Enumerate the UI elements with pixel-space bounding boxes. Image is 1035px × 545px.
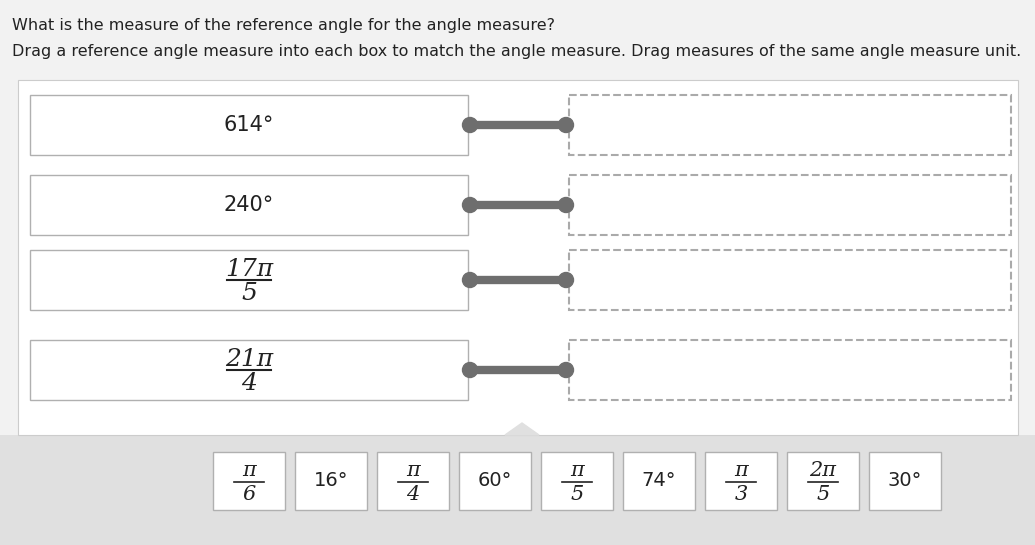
Text: 4: 4 — [407, 485, 419, 504]
Text: 5: 5 — [570, 485, 584, 504]
FancyBboxPatch shape — [30, 95, 468, 155]
Text: π: π — [406, 462, 420, 481]
FancyBboxPatch shape — [869, 452, 941, 510]
FancyBboxPatch shape — [459, 452, 531, 510]
Text: 2π: 2π — [809, 462, 836, 481]
FancyBboxPatch shape — [541, 452, 613, 510]
Text: 60°: 60° — [478, 471, 512, 490]
Text: π: π — [242, 462, 256, 481]
Circle shape — [559, 197, 573, 213]
Text: 5: 5 — [817, 485, 830, 504]
FancyBboxPatch shape — [569, 340, 1011, 400]
Text: Drag a reference angle measure into each box to match the angle measure. Drag me: Drag a reference angle measure into each… — [12, 44, 1022, 59]
FancyBboxPatch shape — [569, 250, 1011, 310]
FancyBboxPatch shape — [569, 95, 1011, 155]
Circle shape — [559, 272, 573, 288]
Circle shape — [559, 362, 573, 378]
FancyBboxPatch shape — [30, 175, 468, 235]
FancyBboxPatch shape — [377, 452, 449, 510]
Text: 16°: 16° — [314, 471, 348, 490]
FancyBboxPatch shape — [213, 452, 285, 510]
Text: 240°: 240° — [224, 195, 274, 215]
Text: 4: 4 — [241, 372, 257, 395]
Text: 5: 5 — [241, 282, 257, 305]
Circle shape — [463, 197, 477, 213]
Circle shape — [463, 118, 477, 132]
Text: π: π — [734, 462, 748, 481]
FancyBboxPatch shape — [569, 175, 1011, 235]
Text: 3: 3 — [735, 485, 747, 504]
FancyBboxPatch shape — [705, 452, 777, 510]
Text: 74°: 74° — [642, 471, 676, 490]
Text: 6: 6 — [242, 485, 256, 504]
Circle shape — [463, 362, 477, 378]
Text: 614°: 614° — [224, 115, 274, 135]
FancyBboxPatch shape — [0, 435, 1035, 545]
Text: 17π: 17π — [225, 257, 273, 281]
Polygon shape — [505, 423, 539, 435]
Text: 30°: 30° — [888, 471, 922, 490]
Text: π: π — [570, 462, 584, 481]
FancyBboxPatch shape — [295, 452, 367, 510]
FancyBboxPatch shape — [30, 340, 468, 400]
FancyBboxPatch shape — [30, 250, 468, 310]
Text: 21π: 21π — [225, 348, 273, 371]
Circle shape — [559, 118, 573, 132]
FancyBboxPatch shape — [18, 80, 1018, 435]
Text: What is the measure of the reference angle for the angle measure?: What is the measure of the reference ang… — [12, 18, 555, 33]
FancyBboxPatch shape — [787, 452, 859, 510]
FancyBboxPatch shape — [623, 452, 694, 510]
Circle shape — [463, 272, 477, 288]
